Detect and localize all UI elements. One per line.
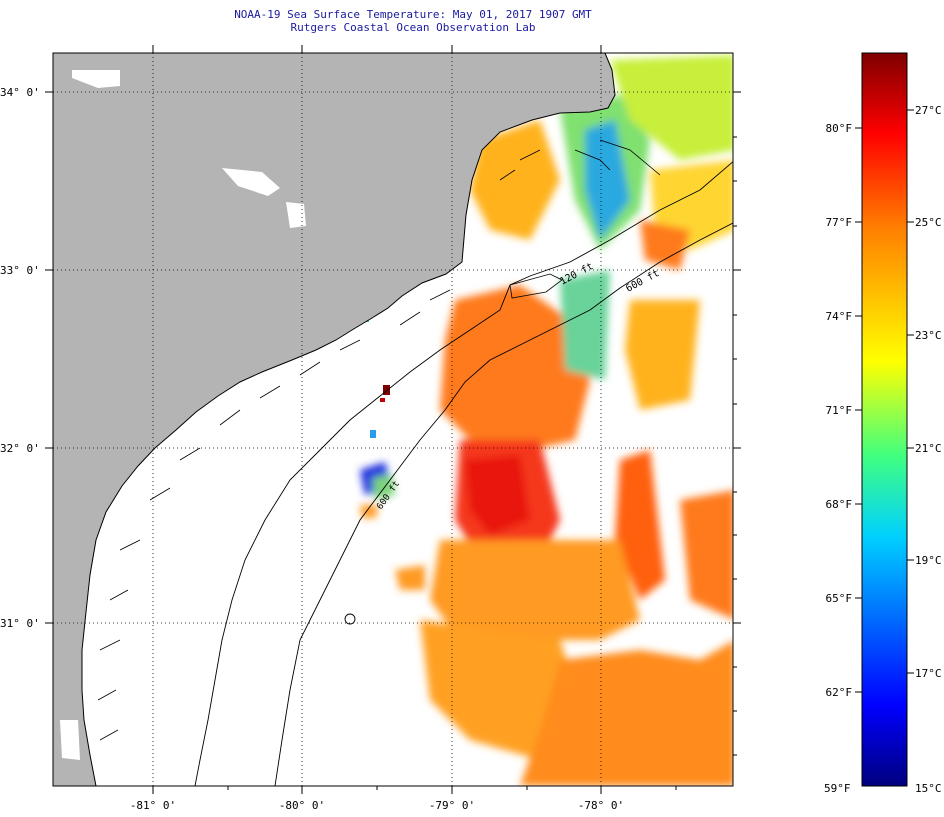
colorbar-f-label: 59°F (824, 782, 851, 795)
colorbar-f-label: 68°F (826, 498, 853, 511)
colorbar-c-label: 25°C (915, 216, 942, 229)
colorbar-c-label: 23°C (915, 329, 942, 342)
sst-patch (395, 565, 425, 590)
map-ticks (45, 45, 741, 794)
sst-patch (640, 220, 690, 270)
lon-label: -81° 0' (130, 799, 176, 812)
colorbar-f-label: 74°F (826, 310, 853, 323)
sst-patch (465, 455, 530, 535)
sst-hot-pixel (383, 385, 390, 395)
colorbar-f-label: 80°F (826, 122, 853, 135)
land-cloud-patch (60, 720, 80, 760)
lat-label: 32° 0' (0, 442, 40, 455)
sst-patch (360, 505, 378, 518)
colorbar-f-label: 71°F (826, 404, 853, 417)
seamount-contour (344, 613, 356, 625)
sst-patch (680, 490, 733, 620)
map-title: NOAA-19 Sea Surface Temperature: May 01,… (234, 8, 592, 21)
sst-patch (625, 300, 700, 410)
sst-patch (520, 641, 733, 786)
sst-patch (560, 270, 610, 380)
map-frame (52, 52, 734, 787)
lon-label: -79° 0' (429, 799, 475, 812)
sst-cool-pixel (370, 430, 376, 438)
coastline (81, 53, 616, 786)
lat-label: 34° 0' (0, 86, 40, 99)
lat-label: 33° 0' (0, 264, 40, 277)
estuary-lines (97, 139, 661, 741)
map-area: 120 ft 600 ft 600 ft (53, 53, 733, 786)
land-cloud-patch (72, 70, 120, 88)
contour-line-inner (509, 273, 563, 299)
sst-patch (430, 540, 640, 640)
colorbar-c-label: 21°C (915, 442, 942, 455)
sst-patch (615, 450, 665, 600)
colorbar-gradient (861, 52, 908, 787)
lat-label: 31° 0' (0, 617, 40, 630)
land-cloud-patch (286, 202, 306, 228)
colorbar-c-label: 19°C (915, 554, 942, 567)
lon-label: -80° 0' (279, 799, 325, 812)
sst-data-layer (360, 55, 733, 786)
sst-patch (440, 285, 590, 450)
lon-label: -78° 0' (578, 799, 624, 812)
colorbar-f-label: 77°F (826, 216, 853, 229)
sst-hot-pixel (380, 398, 385, 402)
sst-patch (470, 120, 560, 240)
land-area (53, 53, 615, 786)
contour-line-shelf (194, 161, 733, 786)
colorbar-f-label: 65°F (826, 592, 853, 605)
colorbar-c-label: 15°C (915, 782, 942, 795)
colorbar-c-label: 27°C (915, 104, 942, 117)
sst-patch (420, 620, 580, 760)
map-subtitle: Rutgers Coastal Ocean Observation Lab (290, 21, 536, 34)
colorbar-c-label: 17°C (915, 667, 942, 680)
sst-patch (585, 120, 630, 240)
graticule (53, 53, 733, 786)
colorbar: 80°F 77°F 74°F 71°F 68°F 65°F 62°F 59°F … (824, 52, 942, 795)
sst-patch (610, 55, 733, 160)
colorbar-f-label: 62°F (826, 686, 853, 699)
land-cloud-patch (222, 168, 280, 196)
contour-line-600ft (274, 222, 733, 786)
